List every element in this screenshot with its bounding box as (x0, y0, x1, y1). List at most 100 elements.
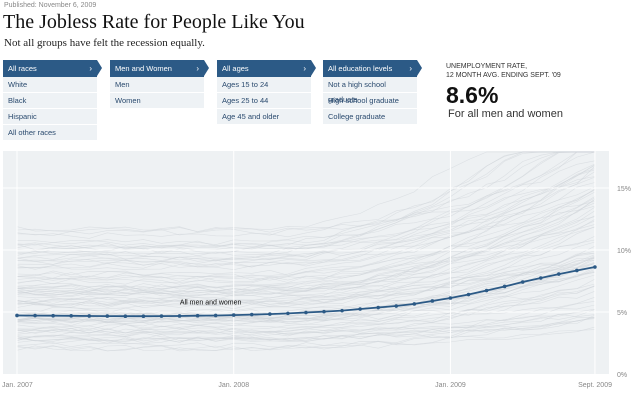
gender-filter: Men and Women › Men Women (110, 60, 209, 109)
age-filter-selected[interactable]: All ages › (217, 60, 316, 77)
data-point (322, 309, 326, 314)
y-tick-label: 0% (617, 372, 627, 379)
background-series-line (16, 189, 596, 297)
background-series-line (16, 210, 596, 305)
education-option[interactable]: High school graduate (323, 93, 417, 109)
age-option[interactable]: Ages 15 to 24 (217, 77, 311, 93)
background-series-line (16, 206, 596, 293)
gender-option[interactable]: Men (110, 77, 204, 93)
background-series-line (16, 151, 595, 251)
background-series-line (16, 188, 596, 284)
data-point (87, 314, 92, 318)
background-series-line (16, 269, 596, 331)
background-series-line (16, 314, 596, 352)
data-point (557, 272, 561, 276)
data-point (340, 308, 344, 313)
background-series-line (16, 239, 595, 306)
stat-label: UNEMPLOYMENT RATE, 12 MONTH AVG. ENDING … (446, 62, 561, 80)
background-series-line (16, 316, 595, 342)
data-point (358, 307, 362, 311)
data-point (394, 304, 399, 308)
background-series-line (16, 164, 596, 262)
data-point (538, 276, 543, 280)
race-option[interactable]: White (3, 77, 97, 93)
background-series-line (16, 309, 596, 336)
background-series-line (16, 216, 595, 289)
background-series-line (16, 151, 595, 271)
age-filter: All ages › Ages 15 to 24 Ages 25 to 44 Ag… (217, 60, 316, 125)
age-option[interactable]: Ages 25 to 44 (217, 93, 311, 109)
race-option[interactable]: All other races (3, 125, 97, 141)
chevron-right-icon: › (196, 64, 199, 73)
x-tick-label: Jan. 2009 (435, 382, 466, 389)
data-point (502, 284, 507, 289)
background-series-line (16, 255, 596, 303)
data-point (412, 302, 417, 306)
data-point (69, 314, 73, 318)
stat-label-line1: UNEMPLOYMENT RATE, (446, 63, 528, 70)
race-option[interactable]: Black (3, 93, 97, 109)
y-axis: 0% 5% 10% 15% (617, 186, 631, 379)
data-point (159, 314, 164, 318)
data-point (51, 313, 55, 318)
background-series-line (16, 196, 596, 279)
x-tick-label: Jan. 2008 (218, 382, 249, 389)
education-option[interactable]: College graduate (323, 109, 417, 125)
data-point (268, 312, 272, 316)
y-tick-label: 10% (617, 248, 631, 255)
background-series-line (16, 257, 596, 314)
gender-filter-selected[interactable]: Men and Women › (110, 60, 209, 77)
data-point (177, 314, 182, 318)
data-point (593, 265, 597, 269)
y-tick-label: 5% (617, 310, 627, 317)
data-point (141, 314, 146, 319)
background-series-line (16, 304, 595, 343)
background-series-line (16, 151, 595, 249)
background-series-line (16, 235, 596, 294)
background-series-line (16, 311, 595, 342)
background-series-line (16, 245, 596, 322)
chevron-right-icon: › (303, 64, 306, 73)
background-series-line (16, 256, 596, 324)
x-tick-label: Sept. 2009 (578, 382, 612, 389)
stat-value: 8.6% (446, 82, 499, 108)
background-series-line (16, 151, 595, 262)
race-filter-selected[interactable]: All races › (3, 60, 102, 77)
data-point (33, 313, 37, 318)
gender-option[interactable]: Women (110, 93, 204, 109)
data-point (195, 313, 200, 318)
race-filter-label: All races (8, 64, 37, 73)
background-series-line (16, 317, 595, 341)
data-point (376, 305, 381, 310)
background-series-line (16, 163, 596, 281)
background-series-line (16, 202, 596, 277)
education-filter-label: All education levels (328, 64, 393, 73)
background-series-line (16, 151, 595, 247)
race-option[interactable]: Hispanic (3, 109, 97, 125)
background-series-line (16, 263, 595, 297)
background-series-line (16, 254, 596, 306)
page-subtitle: Not all groups have felt the recession e… (4, 37, 205, 49)
data-point (466, 292, 471, 297)
gridlines (3, 151, 609, 374)
background-series-line (16, 215, 596, 305)
background-series-line (16, 262, 596, 328)
education-filter: All education levels › Not a high school … (323, 60, 422, 125)
background-series-line (16, 219, 596, 283)
x-axis: Jan. 2007 Jan. 2008 Jan. 2009 Sept. 2009 (2, 382, 612, 389)
background-series-line (16, 171, 596, 250)
education-filter-selected[interactable]: All education levels › (323, 60, 422, 77)
gender-filter-label: Men and Women (115, 64, 172, 73)
data-point (123, 314, 128, 319)
race-filter: All races › White Black Hispanic All othe… (3, 60, 102, 141)
chevron-right-icon: › (409, 64, 412, 73)
data-point (249, 312, 254, 317)
background-series-line (16, 286, 595, 340)
background-series-line (16, 186, 596, 252)
background-series-line (16, 165, 596, 290)
data-point (213, 313, 218, 318)
data-point (286, 311, 290, 316)
age-option[interactable]: Age 45 and older (217, 109, 311, 125)
background-series-line (16, 250, 595, 318)
